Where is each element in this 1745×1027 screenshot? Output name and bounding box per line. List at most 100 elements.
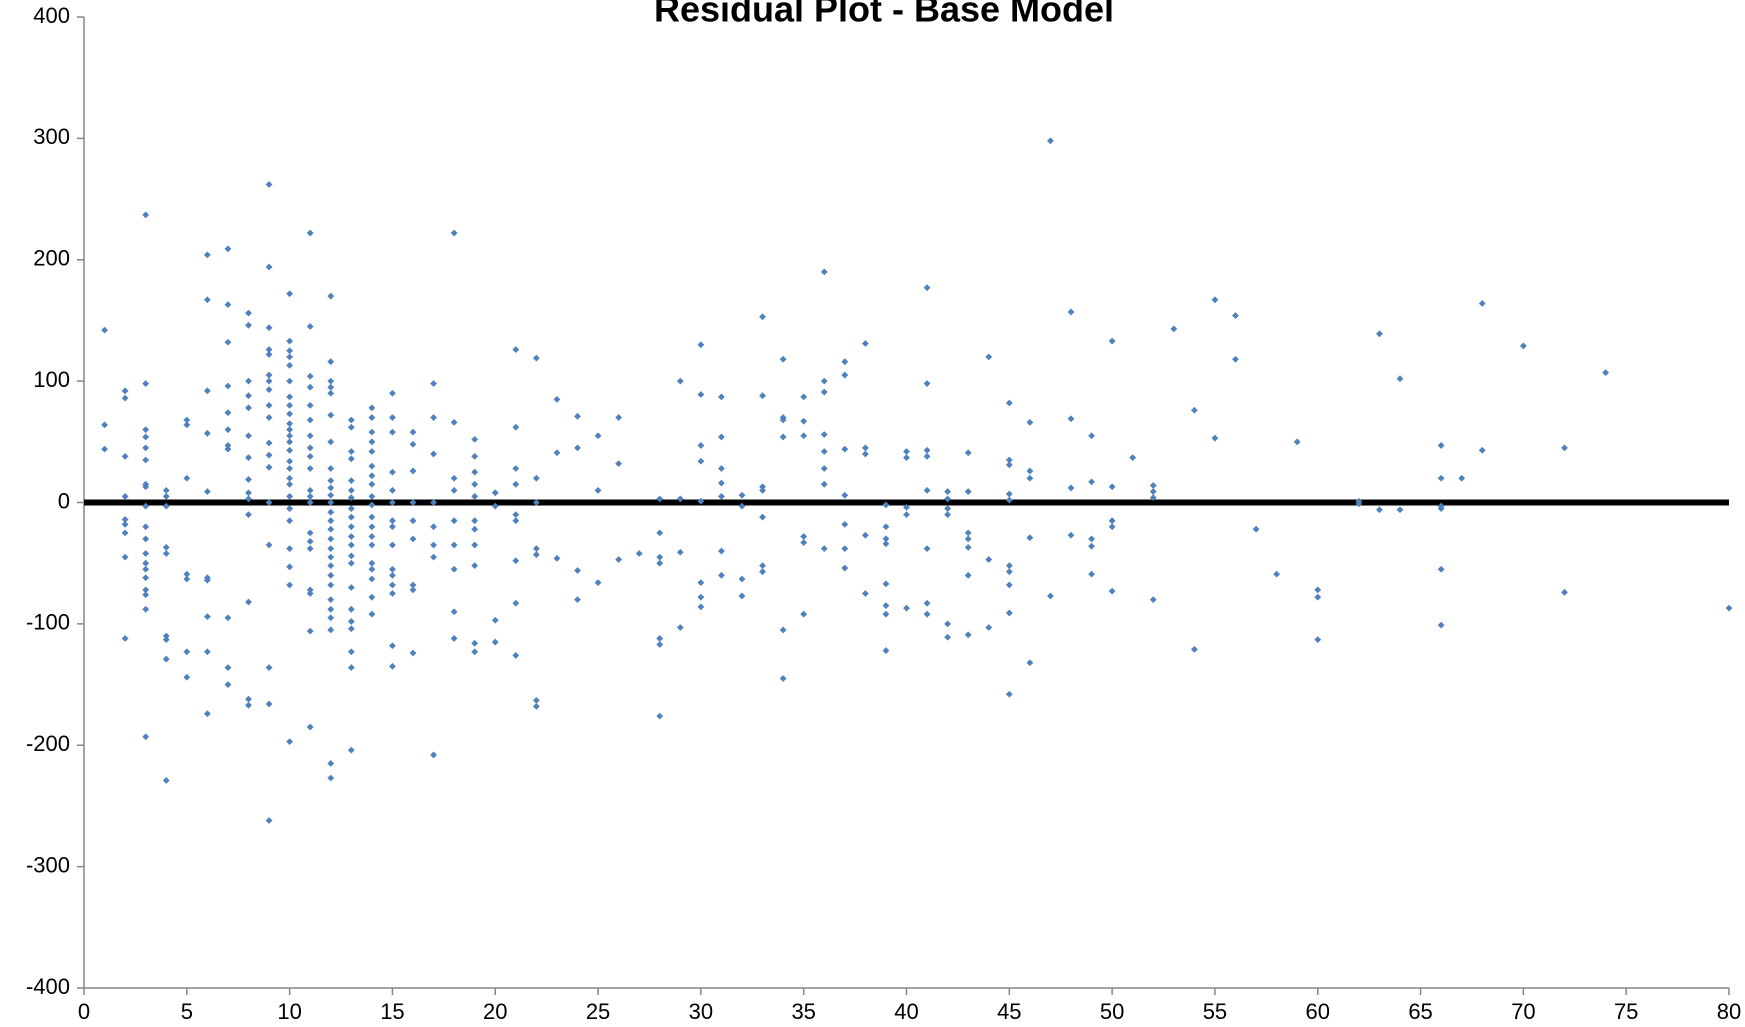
scatter-point — [450, 418, 458, 426]
scatter-point — [1026, 467, 1034, 475]
scatter-point — [450, 229, 458, 237]
scatter-point — [532, 354, 540, 362]
scatter-point — [368, 428, 376, 436]
scatter-point — [286, 581, 294, 589]
scatter-point — [224, 301, 232, 309]
scatter-point — [697, 579, 705, 587]
scatter-point — [327, 545, 335, 553]
scatter-point — [224, 338, 232, 346]
y-tick-label: 400 — [33, 3, 70, 28]
scatter-point — [430, 499, 437, 506]
scatter-point — [615, 460, 623, 468]
scatter-point — [121, 516, 129, 523]
y-tick-label: 100 — [33, 367, 70, 392]
scatter-point — [306, 545, 314, 553]
scatter-point — [347, 552, 355, 560]
scatter-point — [368, 513, 376, 521]
scatter-point — [820, 431, 828, 438]
scatter-point — [841, 520, 849, 528]
scatter-point — [964, 535, 972, 543]
scatter-point — [389, 565, 396, 573]
scatter-point — [1252, 525, 1260, 533]
scatter-point — [389, 642, 396, 650]
scatter-point — [245, 476, 252, 483]
scatter-point — [347, 416, 355, 424]
scatter-point — [347, 559, 355, 567]
scatter-point — [183, 673, 191, 681]
scatter-point — [162, 486, 170, 494]
scatter-point — [142, 211, 150, 219]
scatter-point — [882, 540, 890, 548]
scatter-point — [1170, 325, 1178, 333]
scatter-point — [203, 387, 211, 395]
scatter-point — [409, 517, 417, 525]
scatter-point — [1088, 478, 1095, 486]
scatter-point — [389, 541, 396, 549]
scatter-point — [245, 598, 252, 606]
scatter-point — [615, 556, 623, 563]
scatter-point — [327, 626, 335, 634]
scatter-point — [923, 452, 931, 460]
scatter-point — [389, 581, 396, 589]
scatter-point — [779, 675, 787, 682]
scatter-point — [409, 467, 417, 475]
scatter-point — [1478, 446, 1486, 454]
scatter-point — [1149, 596, 1157, 603]
scatter-point — [306, 444, 314, 452]
x-tick-label: 35 — [791, 999, 815, 1024]
scatter-point — [286, 480, 294, 488]
scatter-point — [450, 541, 458, 549]
scatter-point — [841, 358, 849, 366]
scatter-point — [162, 655, 170, 663]
scatter-point — [1108, 523, 1116, 531]
scatter-point — [820, 388, 828, 396]
scatter-point — [142, 559, 150, 567]
scatter-point — [306, 529, 314, 537]
scatter-point — [964, 488, 972, 495]
scatter-point — [903, 454, 910, 461]
scatter-point — [142, 535, 150, 543]
scatter-point — [265, 414, 273, 421]
scatter-point — [1396, 375, 1404, 383]
scatter-point — [1437, 565, 1445, 573]
scatter-point — [306, 432, 314, 440]
scatter-point — [697, 457, 705, 465]
scatter-point — [964, 449, 972, 457]
scatter-point — [286, 426, 294, 434]
scatter-point — [224, 681, 232, 688]
scatter-point — [759, 313, 766, 321]
scatter-point — [779, 433, 787, 441]
scatter-point — [121, 635, 129, 642]
scatter-point — [368, 404, 376, 412]
scatter-point — [162, 544, 170, 551]
scatter-point — [1437, 474, 1445, 482]
x-tick-label: 25 — [586, 999, 610, 1024]
scatter-point — [512, 346, 520, 353]
scatter-point — [759, 568, 766, 576]
scatter-point — [1149, 482, 1157, 489]
scatter-point — [923, 610, 931, 618]
scatter-point — [1005, 690, 1013, 698]
scatter-point — [327, 525, 335, 533]
scatter-point — [101, 421, 108, 429]
scatter-point — [944, 620, 952, 628]
scatter-point — [471, 562, 479, 570]
scatter-point — [327, 596, 335, 603]
scatter-point — [368, 533, 376, 540]
scatter-point — [162, 777, 170, 784]
scatter-point — [162, 550, 170, 557]
scatter-point — [265, 371, 273, 379]
scatter-point — [1478, 300, 1486, 307]
scatter-point — [389, 499, 396, 506]
scatter-point — [841, 371, 849, 379]
scatter-point — [265, 386, 273, 394]
y-tick-label: 0 — [58, 488, 70, 513]
scatter-point — [101, 445, 108, 453]
scatter-point — [841, 564, 849, 572]
scatter-point — [944, 633, 952, 641]
y-tick-label: 200 — [33, 246, 70, 271]
scatter-point — [430, 450, 437, 458]
scatter-point — [327, 562, 335, 570]
x-tick-label: 75 — [1614, 999, 1638, 1024]
scatter-point — [882, 610, 890, 618]
